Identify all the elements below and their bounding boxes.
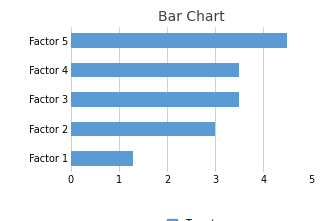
Bar: [71, 33, 287, 48]
Legend: Target: Target: [167, 219, 215, 221]
Bar: [71, 92, 239, 107]
Bar: [71, 63, 239, 77]
Bar: [71, 151, 133, 166]
Title: Bar Chart: Bar Chart: [158, 10, 224, 24]
Bar: [71, 122, 215, 136]
